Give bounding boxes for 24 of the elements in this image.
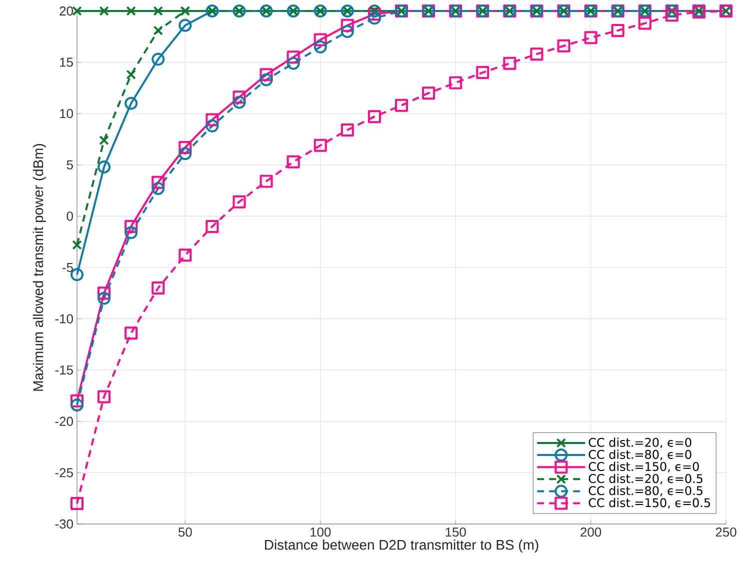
x-tick-label: 150 <box>446 528 466 537</box>
y-tick-label: 10 <box>60 109 73 118</box>
x-tick-label: 200 <box>580 528 602 537</box>
y-tick-label: -15 <box>55 366 73 375</box>
x-tick-label: 50 <box>178 528 192 537</box>
y-tick-label: -10 <box>55 314 73 324</box>
legend-label: CC dist.=150, ϵ=0.5 <box>588 498 710 508</box>
y-tick-label: 0 <box>66 212 73 221</box>
legend-label: CC dist.=20, ϵ=0.5 <box>588 474 702 484</box>
y-tick-label: 5 <box>66 160 73 170</box>
legend-label: CC dist.=80, ϵ=0.5 <box>588 486 702 496</box>
x-tick-label: 100 <box>310 528 331 537</box>
y-tick-label: 20 <box>60 6 73 16</box>
y-tick-label: -20 <box>55 416 73 426</box>
legend-label: CC dist.=80, ϵ=0 <box>588 450 692 460</box>
x-axis-title: Distance between D2D transmitter to BS (m) <box>265 540 538 553</box>
legend-label: CC dist.=20, ϵ=0 <box>588 438 692 448</box>
x-tick-label: 250 <box>716 528 736 537</box>
y-tick-label: -30 <box>55 519 73 529</box>
y-tick-label: -5 <box>62 262 73 272</box>
legend-label: CC dist.=150, ϵ=0 <box>588 462 699 472</box>
y-tick-label: 15 <box>60 58 73 67</box>
y-tick-label: -25 <box>55 468 73 478</box>
y-axis-title: Maximum allowed transmit power (dBm) <box>32 144 46 391</box>
